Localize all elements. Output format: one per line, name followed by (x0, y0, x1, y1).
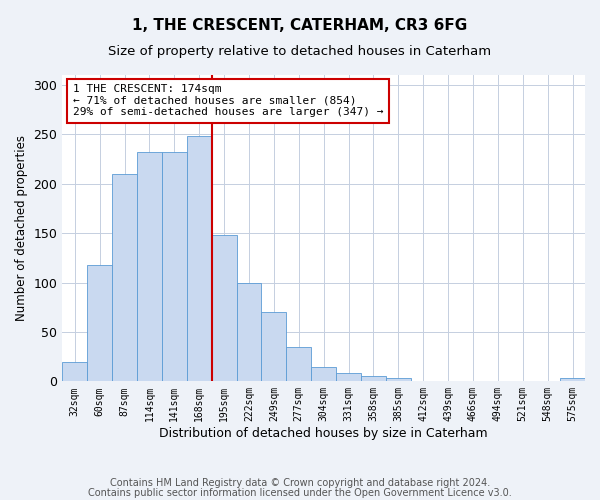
Bar (112, 174, 137, 382)
Text: 1 THE CRESCENT: 174sqm
← 71% of detached houses are smaller (854)
29% of semi-de: 1 THE CRESCENT: 174sqm ← 71% of detached… (73, 84, 383, 117)
Bar (336, 374, 361, 382)
Y-axis label: Number of detached properties: Number of detached properties (15, 135, 28, 321)
Bar (286, 346, 311, 382)
Text: Size of property relative to detached houses in Caterham: Size of property relative to detached ho… (109, 45, 491, 58)
Bar (262, 312, 286, 382)
Bar (137, 152, 162, 382)
Bar (236, 282, 262, 382)
Text: 1, THE CRESCENT, CATERHAM, CR3 6FG: 1, THE CRESCENT, CATERHAM, CR3 6FG (133, 18, 467, 32)
Bar (212, 235, 236, 382)
Bar (311, 368, 336, 382)
Bar (62, 362, 87, 382)
X-axis label: Distribution of detached houses by size in Caterham: Distribution of detached houses by size … (160, 427, 488, 440)
Bar (162, 152, 187, 382)
Bar (361, 376, 386, 382)
Bar (560, 378, 585, 382)
Text: Contains public sector information licensed under the Open Government Licence v3: Contains public sector information licen… (88, 488, 512, 498)
Text: Contains HM Land Registry data © Crown copyright and database right 2024.: Contains HM Land Registry data © Crown c… (110, 478, 490, 488)
Bar (187, 136, 212, 382)
Bar (386, 378, 411, 382)
Bar (87, 264, 112, 382)
